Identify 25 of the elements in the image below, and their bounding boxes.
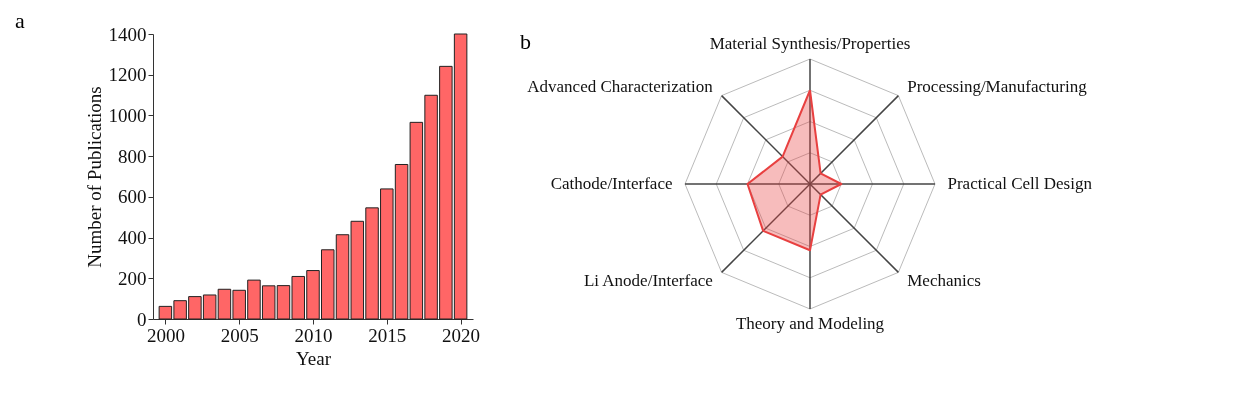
- x-tick-label: 2000: [146, 324, 185, 346]
- spoke-label: Li Anode/Interface: [583, 271, 713, 291]
- y-tick-label: 800: [118, 145, 147, 167]
- spoke-label: Cathode/Interface: [550, 174, 673, 193]
- spoke-label: Processing/Manufacturing: [907, 76, 1088, 96]
- x-tick-label: 2005: [220, 324, 259, 346]
- chart-title: b: [520, 29, 531, 54]
- y-axis-title: Number of Publications: [83, 86, 105, 268]
- y-tick-label: 1200: [108, 64, 147, 86]
- spoke-label: Mechanics: [907, 271, 981, 291]
- y-tick-label: 400: [118, 227, 147, 249]
- y-tick-label: 1400: [108, 23, 147, 45]
- x-axis-title: Year: [295, 347, 332, 369]
- y-tick-label: 0: [137, 308, 147, 330]
- x-tick-label: 2010: [294, 324, 333, 346]
- spoke-label: Theory and Modeling: [735, 314, 885, 333]
- y-tick-label: 600: [118, 186, 147, 208]
- y-tick-label: 200: [118, 267, 147, 289]
- x-tick-label: 2015: [368, 324, 407, 346]
- spoke-label: Practical Cell Design: [947, 174, 1093, 193]
- spoke-label: Material Synthesis/Properties: [709, 34, 911, 53]
- chart-title: a: [15, 8, 25, 33]
- y-tick-label: 1000: [108, 104, 147, 126]
- x-tick-label: 2020: [442, 324, 481, 346]
- spoke-label: Advanced Characterization: [527, 76, 714, 96]
